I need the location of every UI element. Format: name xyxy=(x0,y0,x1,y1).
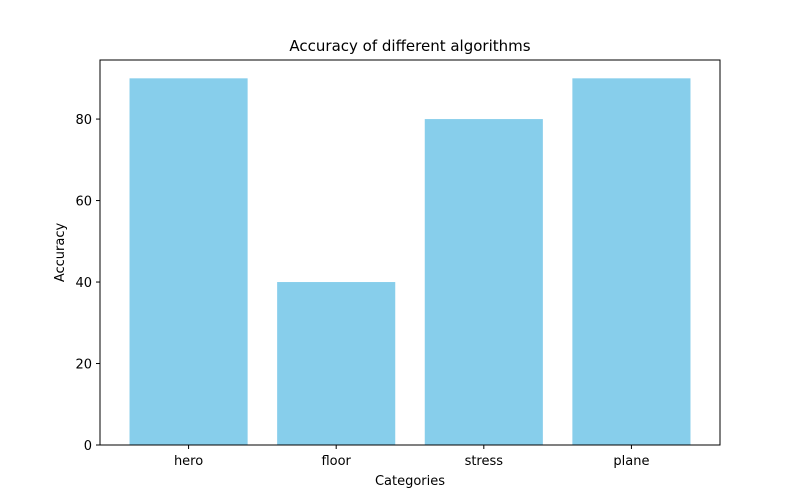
x-axis-ticks: hero floor stress plane xyxy=(174,445,649,469)
bars-group xyxy=(129,78,691,445)
y-tick-label: 40 xyxy=(75,276,92,291)
bar-stress xyxy=(424,119,543,445)
x-tick-label: stress xyxy=(465,454,504,469)
x-tick-label: plane xyxy=(613,454,649,469)
x-axis-label: Categories xyxy=(375,474,445,489)
y-axis-label: Accuracy xyxy=(53,223,68,283)
x-tick-label: hero xyxy=(174,454,203,469)
bar-floor xyxy=(277,282,396,445)
y-tick-label: 80 xyxy=(75,113,92,128)
chart-title: Accuracy of different algorithms xyxy=(289,37,530,55)
y-axis-ticks: 0 20 40 60 80 xyxy=(75,113,100,454)
bar-plane xyxy=(572,78,691,445)
y-tick-label: 60 xyxy=(75,195,92,210)
plot-frame xyxy=(99,59,721,446)
x-tick-label: floor xyxy=(321,454,351,469)
bar-hero xyxy=(129,78,248,445)
y-tick-label: 0 xyxy=(84,439,92,454)
y-tick-label: 20 xyxy=(75,358,92,373)
